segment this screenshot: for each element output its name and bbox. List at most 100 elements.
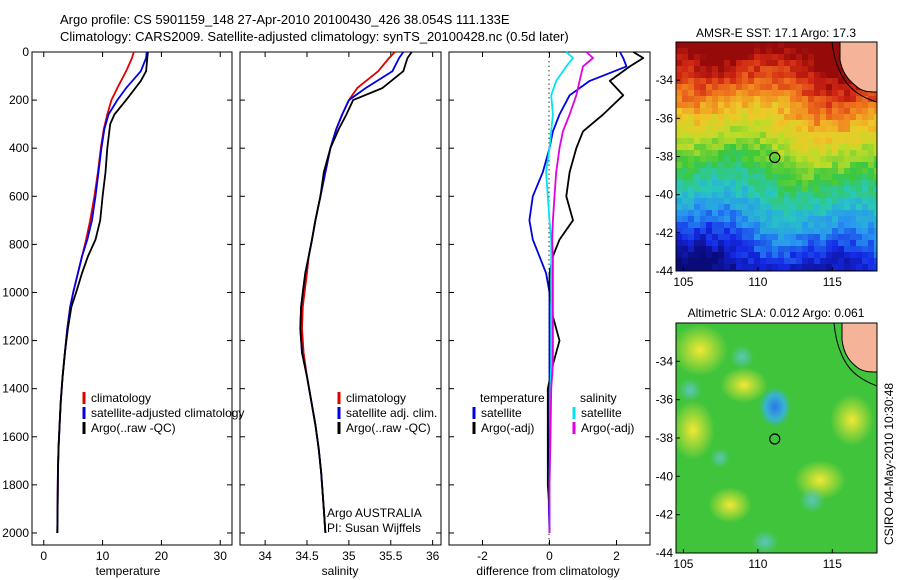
salinity-lines bbox=[299, 51, 413, 534]
temperature-xtick-label: 30 bbox=[214, 549, 228, 563]
salinity-axes-frame bbox=[239, 51, 442, 546]
sst-cell bbox=[676, 66, 682, 72]
sst-cell bbox=[694, 222, 700, 228]
sst-cell bbox=[688, 138, 694, 144]
sst-cell bbox=[826, 252, 832, 258]
sst-cell bbox=[802, 228, 808, 234]
sst-cell bbox=[742, 78, 748, 84]
sst-cell bbox=[778, 234, 784, 240]
sst-cell bbox=[736, 228, 742, 234]
sst-cell bbox=[814, 132, 820, 138]
sst-cell bbox=[682, 168, 688, 174]
sst-cell bbox=[820, 90, 826, 96]
sst-cell bbox=[730, 240, 736, 246]
sst-cell bbox=[862, 120, 868, 126]
sst-cell bbox=[844, 228, 850, 234]
sst-cell bbox=[862, 90, 868, 96]
salinity-series-red bbox=[301, 51, 396, 534]
sst-cell bbox=[694, 168, 700, 174]
sst-cell bbox=[700, 60, 706, 66]
difference-series-magenta bbox=[548, 51, 594, 533]
sst-cell bbox=[796, 120, 802, 126]
sst-cell bbox=[820, 54, 826, 60]
sst-cell bbox=[814, 204, 820, 210]
sst-cell bbox=[742, 252, 748, 258]
sst-cell bbox=[814, 264, 820, 270]
sst-cell bbox=[682, 96, 688, 102]
sst-cell bbox=[760, 252, 766, 258]
sst-cell bbox=[706, 42, 712, 48]
sst-cell bbox=[676, 180, 682, 186]
depth-tick-label: 1000 bbox=[2, 285, 29, 299]
sst-cell bbox=[802, 174, 808, 180]
sst-cell bbox=[868, 252, 874, 258]
sst-cell bbox=[748, 204, 754, 210]
sst-cell bbox=[730, 78, 736, 84]
sst-cell bbox=[718, 132, 724, 138]
sst-cell bbox=[784, 108, 790, 114]
sst-cell bbox=[688, 222, 694, 228]
sst-cell bbox=[832, 84, 838, 90]
sst-cell bbox=[730, 108, 736, 114]
sst-cell bbox=[694, 192, 700, 198]
sst-cell bbox=[676, 234, 682, 240]
sst-cell bbox=[718, 156, 724, 162]
sst-cell bbox=[682, 156, 688, 162]
sla-map-land bbox=[841, 323, 877, 373]
sst-map-field bbox=[676, 42, 877, 271]
sla-anomaly bbox=[751, 530, 779, 553]
sst-cell bbox=[832, 228, 838, 234]
sst-cell bbox=[760, 246, 766, 252]
sst-cell bbox=[706, 54, 712, 60]
sst-cell bbox=[868, 204, 874, 210]
sst-cell bbox=[676, 228, 682, 234]
sst-cell bbox=[778, 54, 784, 60]
sst-cell bbox=[754, 168, 760, 174]
sla-anomaly bbox=[676, 400, 715, 460]
sst-cell bbox=[682, 144, 688, 150]
sst-cell bbox=[850, 174, 856, 180]
sst-cell bbox=[748, 162, 754, 168]
sst-cell bbox=[850, 150, 856, 156]
sst-cell bbox=[838, 78, 844, 84]
depth-tick-label: 1800 bbox=[2, 478, 29, 492]
sst-cell bbox=[748, 48, 754, 54]
temperature-panel: 0 10 20 30 0 200 400 600 800 1000 1200 1400 1600 1800… bbox=[2, 45, 244, 578]
sst-cell bbox=[682, 90, 688, 96]
sst-cell bbox=[730, 174, 736, 180]
sst-cell bbox=[850, 204, 856, 210]
sst-cell bbox=[784, 198, 790, 204]
sst-cell bbox=[862, 150, 868, 156]
sst-cell bbox=[700, 150, 706, 156]
sst-cell bbox=[748, 246, 754, 252]
sst-cell bbox=[862, 228, 868, 234]
sst-cell bbox=[718, 258, 724, 264]
sst-cell bbox=[772, 156, 778, 162]
sst-cell bbox=[766, 192, 772, 198]
sst-cell bbox=[820, 246, 826, 252]
sst-cell bbox=[808, 108, 814, 114]
sst-cell bbox=[766, 144, 772, 150]
footer-line2: PI: Susan Wijffels bbox=[327, 521, 421, 535]
sst-cell bbox=[784, 162, 790, 168]
sst-cell bbox=[856, 108, 862, 114]
sst-cell bbox=[766, 222, 772, 228]
sst-cell bbox=[850, 120, 856, 126]
sst-cell bbox=[838, 228, 844, 234]
sst-cell bbox=[790, 120, 796, 126]
sst-cell bbox=[736, 120, 742, 126]
sst-cell bbox=[808, 252, 814, 258]
sst-cell bbox=[874, 102, 877, 108]
sst-cell bbox=[772, 72, 778, 78]
sst-cell bbox=[820, 186, 826, 192]
sst-cell bbox=[820, 66, 826, 72]
sst-cell bbox=[748, 198, 754, 204]
sst-cell bbox=[724, 96, 730, 102]
sst-cell bbox=[742, 96, 748, 102]
sst-cell bbox=[790, 132, 796, 138]
sst-cell bbox=[706, 48, 712, 54]
sst-cell bbox=[766, 258, 772, 264]
sst-cell bbox=[844, 114, 850, 120]
sst-cell bbox=[736, 84, 742, 90]
salinity-legend-climatology: climatology bbox=[346, 391, 406, 405]
